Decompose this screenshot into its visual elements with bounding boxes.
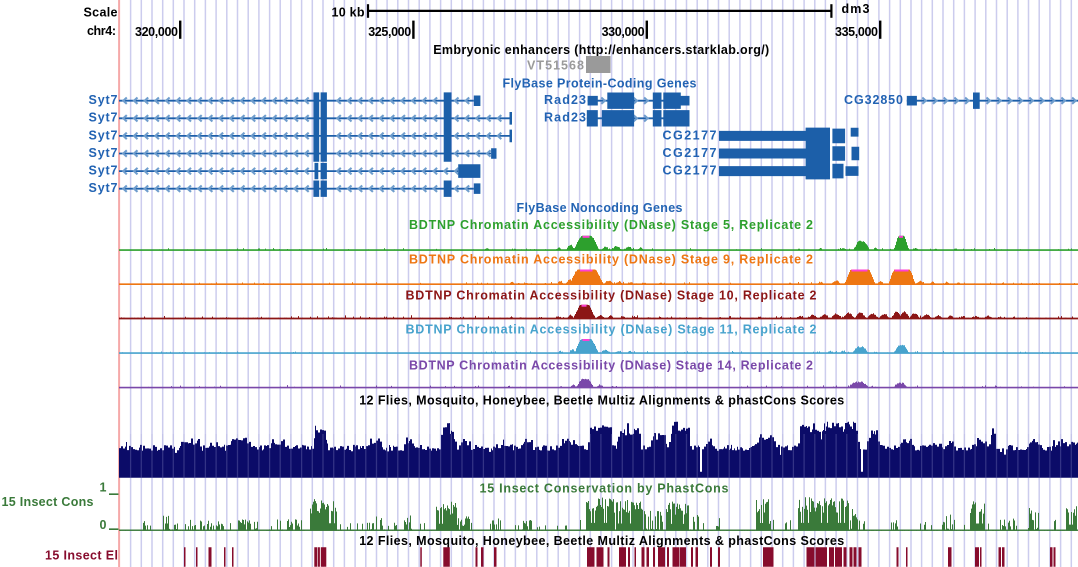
svg-text:12 Flies, Mosquito, Honeybee,: 12 Flies, Mosquito, Honeybee, Beetle Mul… [359,394,844,408]
svg-text:Rad23: Rad23 [544,93,586,107]
svg-text:BDTNP Chromatin Accessibility: BDTNP Chromatin Accessibility (DNase) St… [406,288,817,302]
svg-text:325,000: 325,000 [368,25,411,39]
svg-text:12 Flies, Mosquito, Honeybee,: 12 Flies, Mosquito, Honeybee, Beetle Mul… [359,534,844,548]
svg-text:BDTNP Chromatin Accessibility: BDTNP Chromatin Accessibility (DNase) St… [409,218,813,232]
svg-text:320,000: 320,000 [135,25,178,39]
svg-text:15 Insect Conservation by Phas: 15 Insect Conservation by PhastCons [480,482,729,496]
svg-text:15 Insect Cons: 15 Insect Cons [2,495,94,509]
svg-text:chr4:: chr4: [87,24,116,38]
svg-text:0: 0 [100,518,107,532]
svg-text:BDTNP Chromatin Accessibility: BDTNP Chromatin Accessibility (DNase) St… [406,323,817,337]
svg-text:CG32850: CG32850 [844,93,903,107]
svg-text:Syt7: Syt7 [89,93,118,107]
svg-text:Embryonic enhancers (http://en: Embryonic enhancers (http://enhancers.st… [433,43,769,57]
svg-text:dm3: dm3 [842,2,870,16]
svg-text:VT51568: VT51568 [527,58,584,72]
svg-text:Syt7: Syt7 [89,146,118,160]
svg-text:CG2177: CG2177 [663,128,717,142]
svg-text:Syt7: Syt7 [89,128,118,142]
svg-text:335,000: 335,000 [835,25,878,39]
svg-text:Rad23: Rad23 [544,111,586,125]
svg-text:10 kb: 10 kb [332,5,365,19]
svg-text:330,000: 330,000 [602,25,645,39]
svg-text:BDTNP Chromatin Accessibility: BDTNP Chromatin Accessibility (DNase) St… [409,359,813,373]
svg-text:CG2177: CG2177 [663,164,717,178]
svg-text:BDTNP Chromatin Accessibility: BDTNP Chromatin Accessibility (DNase) St… [409,253,813,267]
svg-text:Syt7: Syt7 [89,181,118,195]
svg-text:15 Insect El: 15 Insect El [45,548,118,562]
svg-text:Scale: Scale [84,5,118,19]
svg-text:CG2177: CG2177 [663,146,717,160]
svg-text:FlyBase Noncoding Genes: FlyBase Noncoding Genes [517,201,683,215]
svg-text:Syt7: Syt7 [89,111,118,125]
svg-text:1: 1 [100,481,107,495]
svg-text:FlyBase Protein-Coding Genes: FlyBase Protein-Coding Genes [503,76,697,90]
svg-text:Syt7: Syt7 [89,164,118,178]
